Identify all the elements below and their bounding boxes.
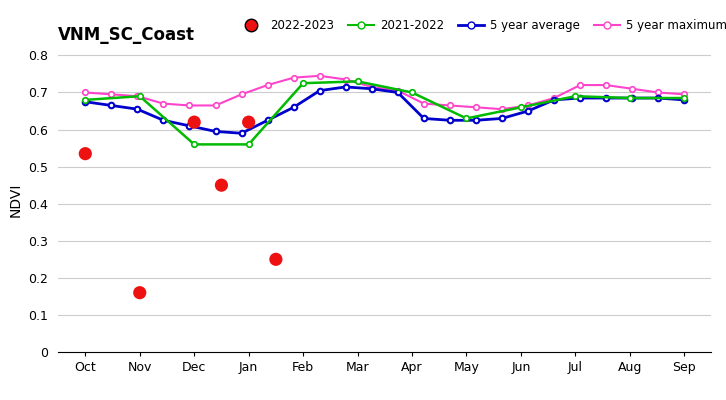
Point: [270, 256, 282, 262]
Legend: 2022-2023, 2021-2022, 5 year average, 5 year maximum: 2022-2023, 2021-2022, 5 year average, 5 …: [234, 14, 726, 37]
Text: VNM_SC_Coast: VNM_SC_Coast: [58, 26, 195, 44]
Point: [188, 119, 200, 125]
Point: [216, 182, 227, 188]
Point: [134, 290, 145, 296]
Y-axis label: NDVI: NDVI: [9, 183, 23, 217]
Point: [242, 119, 254, 125]
Point: [79, 150, 91, 157]
